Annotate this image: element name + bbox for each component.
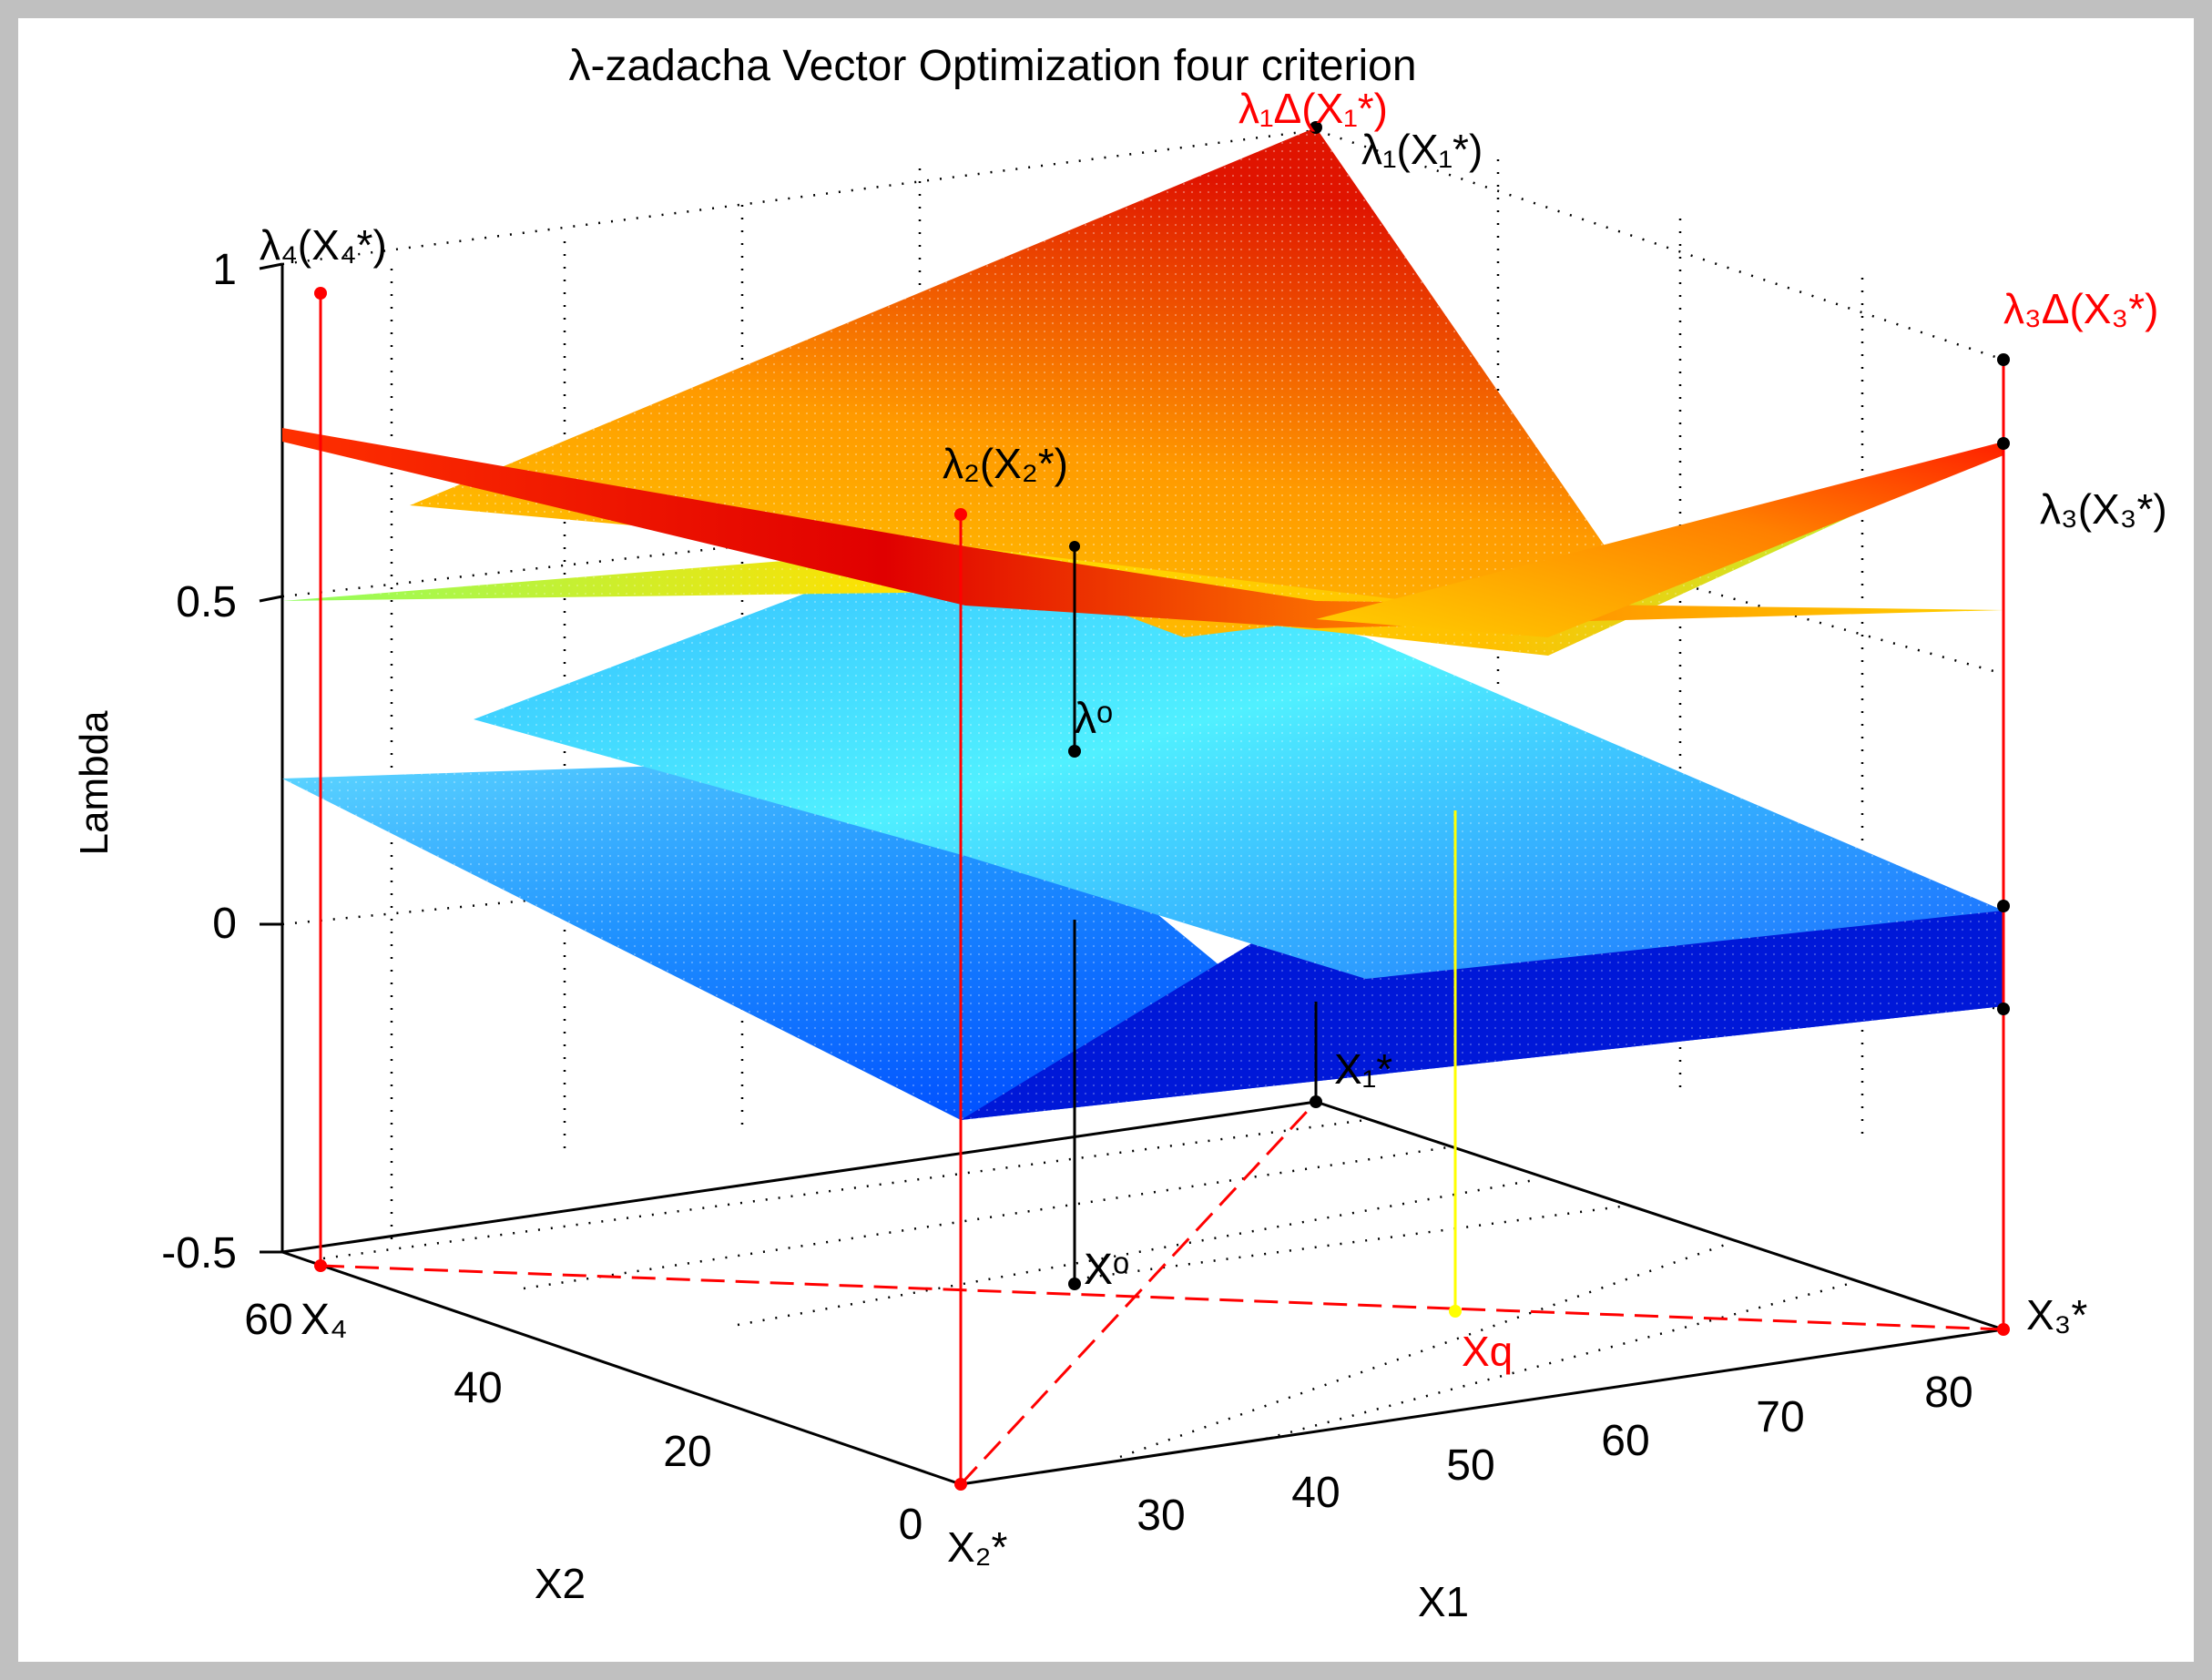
z-ticks [259, 262, 283, 1254]
surface-cyan-dots [474, 533, 2003, 979]
red-verticals [319, 293, 2005, 1484]
z-tick-label: 0 [212, 900, 237, 948]
y-tick-label: 20 [663, 1428, 711, 1476]
marker-r2 [1997, 1003, 2010, 1015]
annotation-xo: Xᵒ [1084, 1246, 1129, 1294]
marker-x1-floor [1310, 1095, 1322, 1108]
annotation-x3-star: X₃* [2026, 1291, 2087, 1339]
marker-x2-floor [954, 1478, 967, 1491]
y-tick-label: 0 [899, 1501, 923, 1549]
marker-lo-bottom [1068, 745, 1081, 758]
y-tick-label: 60 [244, 1296, 292, 1344]
surface-blue-right-dots [961, 901, 2003, 1120]
annotation-lambda-o: λᵒ [1075, 695, 1113, 743]
marker-x4-floor [314, 1259, 327, 1272]
marker-r1 [1997, 900, 2010, 912]
marker-x3-floor [1997, 1323, 2010, 1336]
annotation-lambda4-star: λ₄(X₄*) [260, 221, 387, 269]
y-tick-label: 40 [454, 1364, 502, 1412]
marker-lo-top [1069, 541, 1080, 552]
annotation-lambda2-star: λ₂(X₂*) [943, 440, 1068, 487]
annotation-lambda1-delta: λ₁Δ(X₁*) [1239, 85, 1388, 132]
annotation-lambda1-star: λ₁(X₁*) [1361, 126, 1483, 173]
x-tick-label: 70 [1756, 1393, 1804, 1441]
annotation-x2-star: X₂* [947, 1523, 1008, 1571]
marker-l2 [954, 508, 967, 521]
surface-band [282, 428, 2003, 628]
marker-l4 [314, 287, 327, 300]
annotation-lambda3-delta: λ₃Δ(X₃*) [2003, 285, 2158, 332]
x-tick-label: 60 [1601, 1417, 1649, 1465]
marker-peak [1310, 121, 1322, 134]
z-tick-label: 0.5 [176, 578, 237, 626]
annotation-x1-star: X₁* [1334, 1045, 1392, 1093]
annotation-x4: X₄ [301, 1296, 348, 1344]
marker-xo-floor [1068, 1278, 1081, 1290]
annotation-lambda3-star: λ₃(X₃*) [2040, 485, 2167, 533]
z-axis-label: Lambda [72, 710, 117, 856]
x-tick-label: 40 [1291, 1469, 1340, 1517]
red-dashed-lines [320, 1100, 2004, 1486]
z-tick-label: -0.5 [161, 1229, 237, 1278]
y-axis-label: X2 [535, 1560, 586, 1607]
z-tick-label: 1 [212, 246, 237, 294]
marker-l3-mid [1997, 437, 2010, 450]
x-tick-label: 80 [1924, 1369, 1972, 1417]
annotation-xq: Xq [1462, 1328, 1513, 1375]
chart-title: λ-zadacha Vector Optimization four crite… [568, 42, 1416, 90]
black-connectors [1073, 546, 1318, 1284]
x-tick-label: 50 [1446, 1441, 1494, 1490]
x-tick-label: 30 [1137, 1492, 1185, 1540]
surface-right-wedge [1316, 442, 2003, 637]
x-axis-label: X1 [1418, 1578, 1469, 1625]
surface-group [282, 127, 2003, 1120]
markers [314, 121, 2010, 1491]
marker-l3-top [1997, 353, 2010, 366]
marker-xq-floor [1449, 1305, 1462, 1318]
